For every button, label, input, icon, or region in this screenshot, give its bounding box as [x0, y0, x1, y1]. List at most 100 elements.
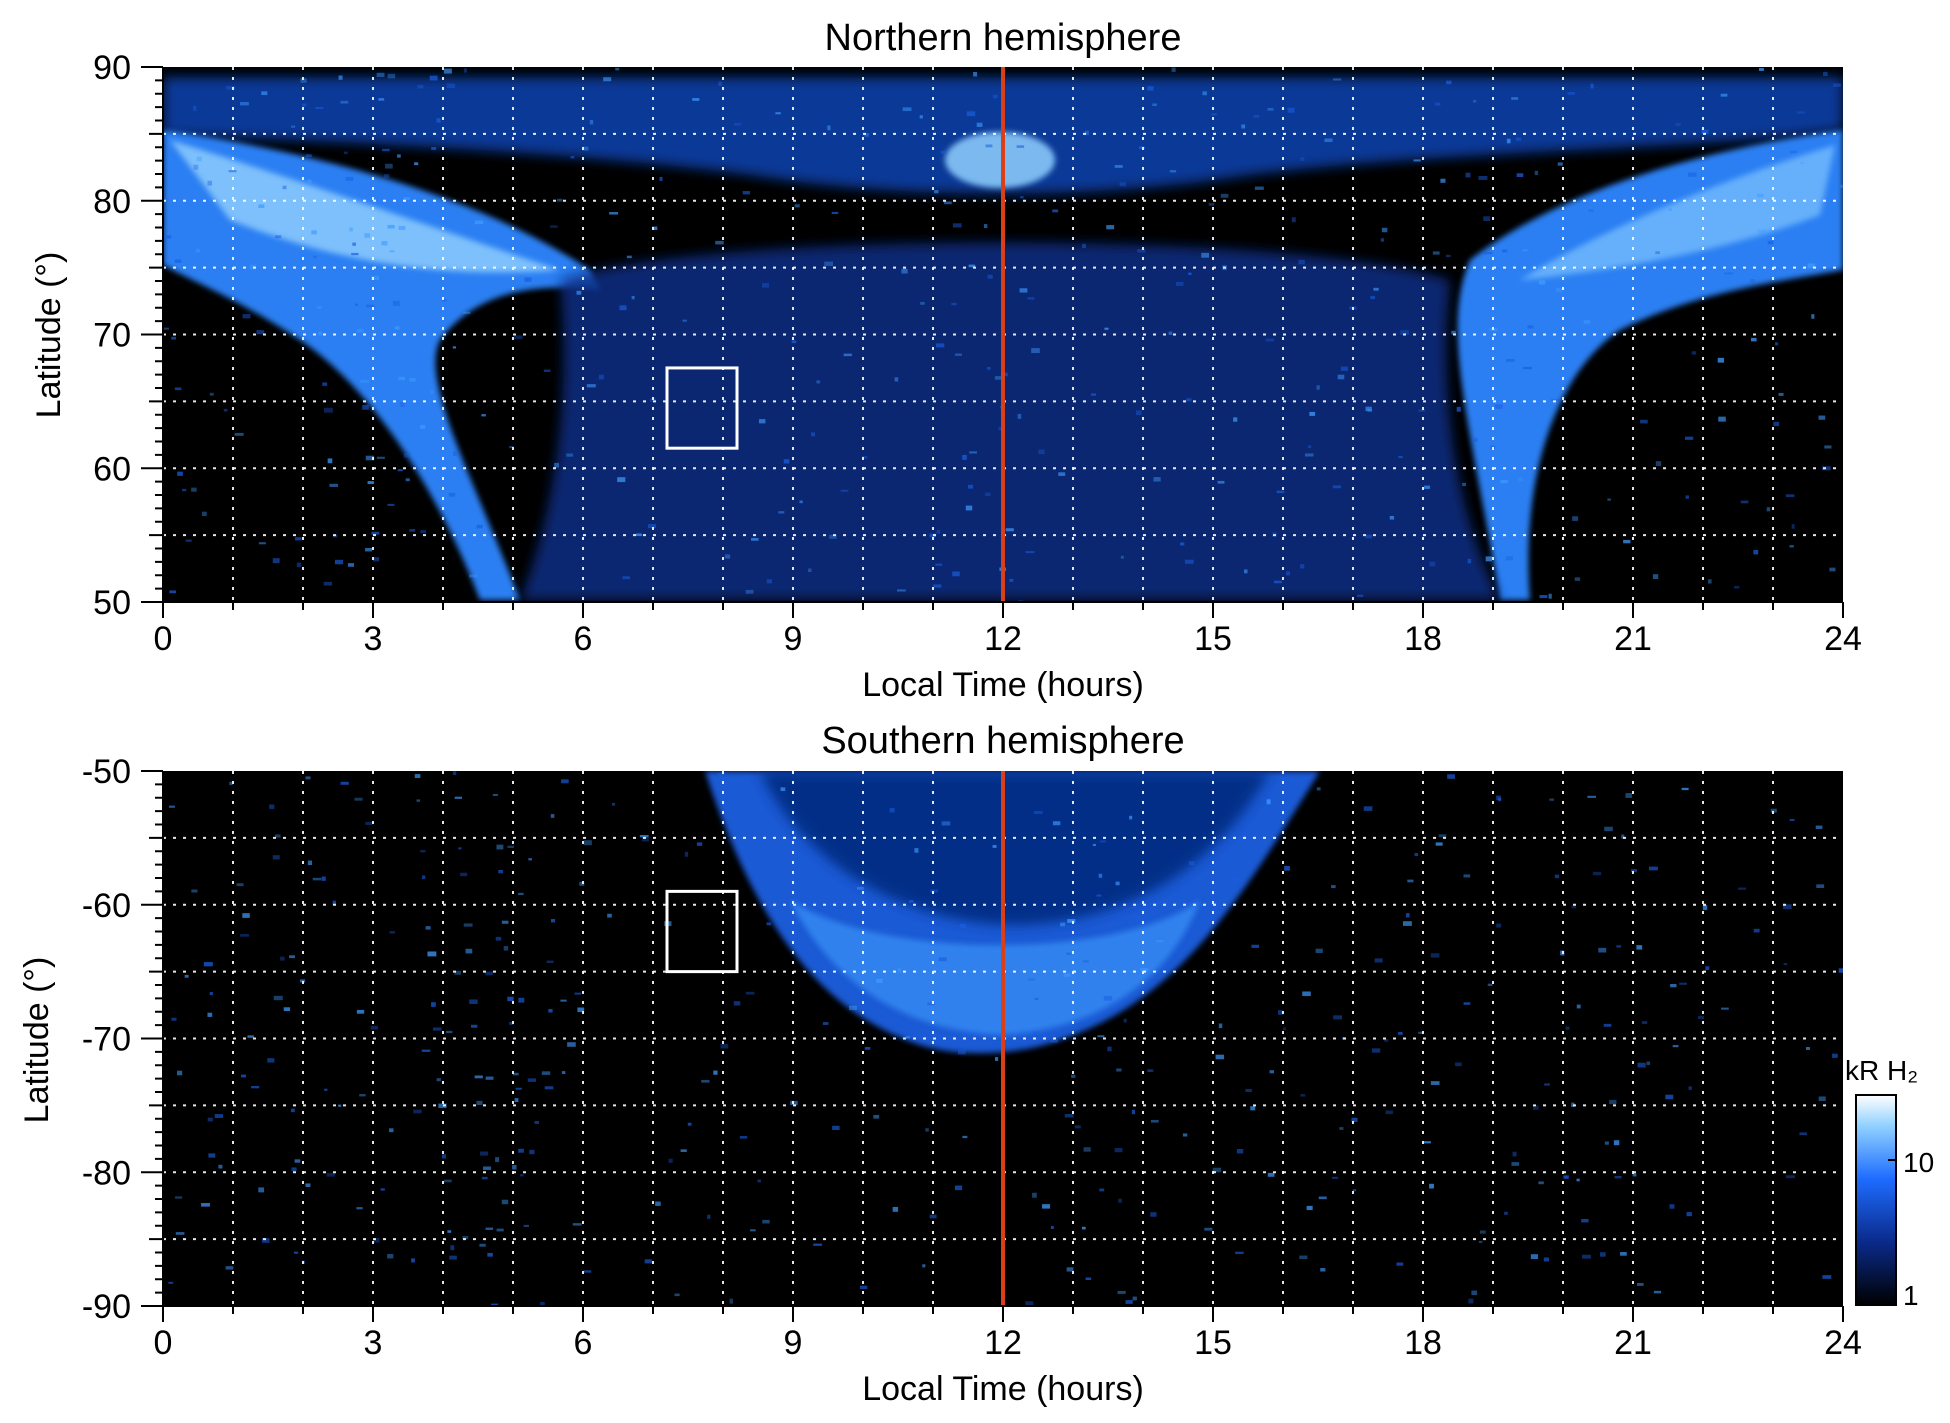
speckle-mark [1235, 1251, 1244, 1255]
speckle-mark [1670, 983, 1677, 988]
speckle-mark [1838, 968, 1843, 973]
speckle-mark [371, 275, 380, 281]
south-xtick-label: 0 [154, 1324, 173, 1362]
speckle-mark [724, 554, 731, 559]
speckle-mark [1168, 331, 1173, 335]
speckle-mark [1833, 83, 1841, 87]
speckle-mark [1309, 411, 1316, 416]
speckle-mark [889, 808, 895, 813]
speckle-mark [617, 477, 626, 483]
speckle-mark [387, 503, 395, 506]
speckle-mark [1576, 1178, 1580, 1182]
speckle-mark [1432, 251, 1440, 255]
speckle-mark [1750, 337, 1757, 342]
speckle-mark [966, 111, 976, 117]
south-xtick-label: 24 [1824, 1324, 1862, 1362]
speckle-mark [1462, 482, 1466, 487]
south-ytick-label: -70 [82, 1021, 131, 1059]
south-axes: 0 3 6 9 12 15 18 21 24 -50 -60 -70 -80 -90 [82, 753, 1862, 1362]
speckle-mark [655, 1201, 661, 1206]
speckle-mark [1050, 1225, 1054, 1229]
speckle-mark [1778, 392, 1784, 396]
speckle-mark [1500, 480, 1508, 484]
speckle-mark [1505, 556, 1514, 561]
speckle-mark [409, 529, 416, 532]
speckle-mark [214, 1114, 224, 1118]
speckle-mark [445, 1030, 453, 1034]
speckle-mark [503, 946, 509, 951]
speckle-mark [1701, 129, 1709, 134]
speckle-mark [920, 302, 925, 305]
speckle-mark [1818, 1096, 1826, 1102]
speckle-mark [228, 170, 237, 173]
speckle-mark [1818, 415, 1826, 420]
speckle-mark [427, 951, 437, 957]
speckle-mark [586, 384, 596, 388]
speckle-mark [952, 571, 960, 577]
speckle-mark [1681, 787, 1689, 791]
speckle-mark [829, 534, 837, 539]
speckle-mark [1074, 1125, 1081, 1129]
speckle-mark [1202, 91, 1207, 96]
speckle-mark [225, 1266, 234, 1270]
speckle-mark [1832, 1053, 1838, 1058]
speckle-mark [1571, 905, 1577, 909]
speckle-mark [1451, 330, 1456, 335]
speckle-mark [509, 446, 514, 449]
speckle-mark [1485, 556, 1492, 562]
speckle-mark [647, 524, 657, 529]
speckle-mark [240, 101, 249, 106]
speckle-mark [766, 579, 773, 584]
speckle-mark [168, 805, 175, 808]
speckle-mark [897, 589, 906, 592]
speckle-mark [1686, 1212, 1692, 1217]
speckle-mark [1757, 229, 1767, 234]
speckle-mark [324, 407, 333, 413]
speckle-mark [1278, 1010, 1283, 1015]
speckle-mark [631, 295, 635, 300]
speckle-mark [1251, 944, 1260, 948]
speckle-mark [1315, 948, 1323, 953]
speckle-mark [1374, 958, 1383, 963]
speckle-mark [577, 1007, 585, 1013]
speckle-mark [1063, 973, 1071, 977]
speckle-mark [294, 537, 302, 541]
speckle-mark [967, 484, 974, 489]
south-ytick-label: -50 [82, 753, 131, 791]
speckle-mark [1576, 1004, 1581, 1009]
speckle-mark [1064, 1113, 1074, 1118]
speckle-mark [171, 1017, 177, 1021]
speckle-mark [816, 380, 821, 384]
speckle-mark [1790, 150, 1797, 154]
speckle-mark [965, 505, 973, 511]
speckle-mark [381, 241, 388, 246]
speckle-mark [474, 1075, 483, 1079]
speckle-mark [707, 1214, 711, 1219]
speckle-mark [757, 1179, 761, 1183]
speckle-mark [443, 68, 452, 74]
speckle-mark [1302, 991, 1311, 997]
speckle-mark [1783, 963, 1788, 966]
speckle-mark [267, 1058, 275, 1063]
speckle-mark [481, 1176, 488, 1180]
speckle-mark [305, 154, 312, 158]
speckle-mark [560, 999, 567, 1002]
speckle-mark [1823, 71, 1828, 77]
south-xlabel: Local Time (hours) [862, 1370, 1144, 1408]
speckle-mark [827, 125, 831, 131]
speckle-mark [1318, 1196, 1327, 1200]
speckle-mark [452, 346, 457, 349]
speckle-mark [1740, 500, 1749, 504]
speckle-mark [649, 398, 657, 402]
speckle-mark [378, 98, 385, 101]
speckle-mark [176, 1070, 183, 1076]
speckle-mark [169, 590, 177, 594]
speckle-mark [1300, 1094, 1306, 1097]
speckle-mark [1496, 795, 1501, 801]
speckle-mark [1016, 145, 1025, 148]
south-xtick-label: 15 [1194, 1324, 1232, 1362]
speckle-mark [272, 855, 280, 860]
speckle-mark [191, 889, 198, 893]
speckle-mark [583, 840, 592, 846]
speckle-mark [485, 1227, 494, 1230]
